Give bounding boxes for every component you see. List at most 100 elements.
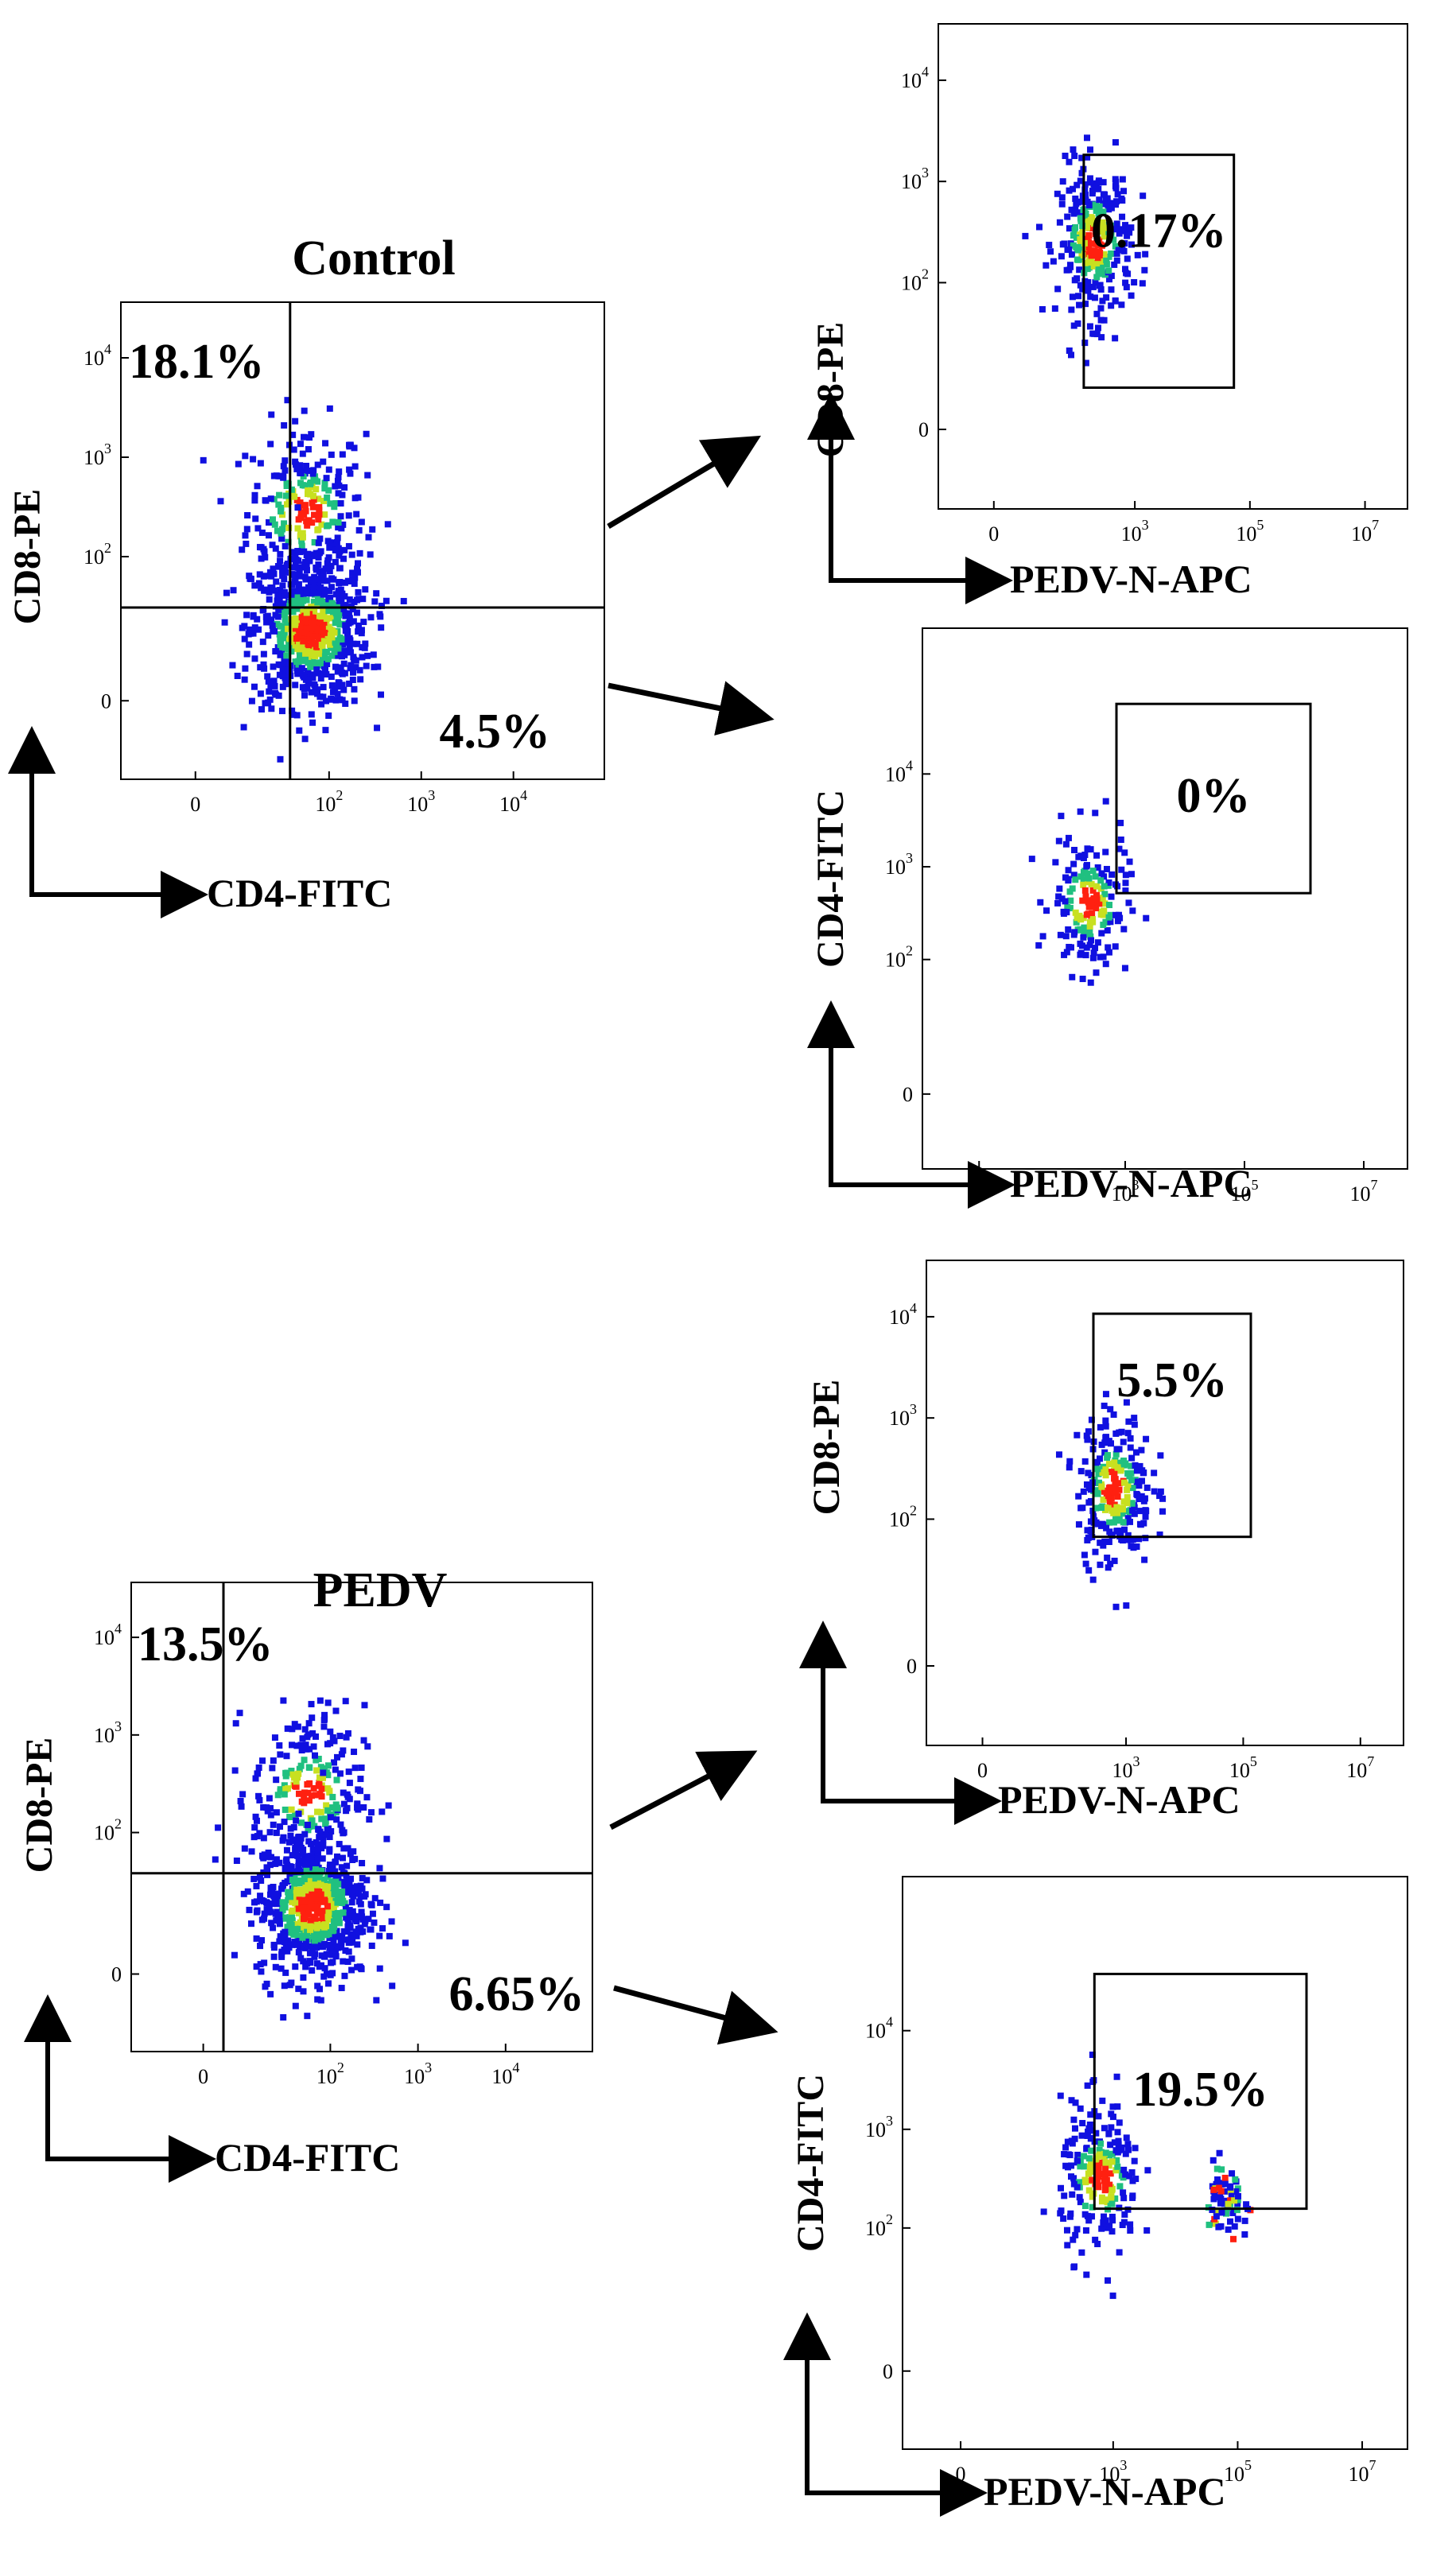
control_cd8_gate-event-point	[1100, 200, 1107, 208]
control_cd8_gate-event-point	[1121, 240, 1128, 247]
pedv_main-event-point	[349, 1931, 356, 1938]
control_main-event-point	[315, 539, 322, 546]
pedv_cd8_gate-event-point	[1118, 1459, 1125, 1466]
control_main-event-point	[234, 672, 241, 679]
control_cd8_gate-event-point	[1097, 281, 1104, 289]
control_cd8_gate-event-point	[1076, 301, 1083, 309]
control_cd8_gate-event-point	[1070, 210, 1077, 217]
control_main-event-point	[328, 600, 336, 607]
pedv_cd4_gate-event-point	[1122, 2150, 1129, 2157]
pedv_main-event-point	[302, 1860, 309, 1867]
pedv_main-event-point	[286, 1918, 293, 1925]
control_main-event-point	[316, 503, 323, 511]
pedv_main-event-point	[297, 1839, 304, 1846]
control_main-event-point	[344, 577, 351, 584]
pedv_cd8_gate-event-point	[1107, 1440, 1114, 1447]
pedv_main-y-tick-label: 102	[94, 1816, 122, 1845]
pedv_main-event-point	[273, 1809, 280, 1816]
pedv_cd4_gate-event-point	[1209, 2157, 1217, 2164]
pedv_cd4_gate-event-point	[1221, 2180, 1229, 2188]
pedv_cd8_gate-event-point	[1105, 1493, 1112, 1500]
control_cd8_gate-event-point	[1128, 241, 1135, 248]
control_main-event-point	[298, 629, 305, 636]
pedv_main-event-point	[329, 1793, 336, 1800]
pedv_main-event-point	[253, 1908, 260, 1916]
control_cd4_gate-event-point	[1079, 926, 1086, 934]
pedv_main-event-point	[323, 1802, 330, 1809]
pedv_main-event-point	[314, 1845, 321, 1852]
control_main-event-point	[350, 669, 357, 676]
control_main-event-point	[297, 619, 304, 627]
control_cd4_gate-event-point	[1076, 926, 1083, 934]
control_main-event-point	[318, 670, 325, 677]
control_main-event-point	[336, 468, 343, 476]
pedv_cd8_gate-event-point	[1136, 1462, 1143, 1469]
control_main-event-point	[260, 573, 267, 580]
control_cd8_gate-event-point	[1072, 195, 1079, 202]
pedv_cd8_gate-event-point	[1087, 1486, 1094, 1493]
control_cd8_gate-event-point	[1083, 224, 1090, 231]
control_cd4_gate-event-point	[1104, 926, 1111, 934]
pedv_cd4_gate-event-point	[1064, 2242, 1071, 2249]
pedv_cd4_gate-event-point	[1114, 2129, 1121, 2136]
control_main-event-point	[340, 660, 347, 667]
pedv_cd4_gate-event-point	[1068, 2097, 1075, 2104]
pedv_main-event-point	[317, 1808, 324, 1815]
control_main-event-point	[283, 622, 290, 629]
control_main-event-point	[360, 619, 367, 626]
pedv_main-event-point	[305, 1720, 313, 1727]
control_main-event-point	[324, 577, 331, 584]
pedv_main-event-point	[324, 1913, 332, 1920]
control_main-event-point	[304, 522, 311, 529]
control_cd4_gate-event-point	[1072, 876, 1079, 883]
control_cd4_gate-event-point	[1121, 965, 1128, 972]
pedv_cd4_gate-event-point	[1109, 2213, 1116, 2220]
pedv_main-event-point	[342, 1904, 349, 1911]
control_main-event-point	[337, 513, 344, 520]
pedv_main-event-point	[273, 1856, 280, 1863]
pedv_cd4_gate-event-point	[1214, 2176, 1221, 2184]
control_cd8_gate-event-point	[1095, 205, 1102, 212]
control_main-event-point	[327, 500, 334, 507]
control_cd4_gate-event-point	[1143, 914, 1150, 922]
pedv_cd4_gate-event-point	[1108, 2124, 1115, 2131]
control_main-event-point	[339, 491, 346, 499]
control_main-y-axis-label: CD8-PE	[6, 489, 49, 625]
pedv_main-event-point	[278, 1965, 285, 1972]
control_main-event-point	[321, 511, 328, 518]
pedv_main-event-point	[314, 1849, 321, 1856]
control_main-event-point	[297, 469, 304, 476]
control_main-event-point	[241, 635, 248, 643]
pedv_cd4_gate-event-point	[1109, 2217, 1116, 2224]
pedv_cd8_gate-event-point	[1141, 1556, 1148, 1563]
control_main-event-point	[264, 612, 271, 619]
pedv_main-event-point	[299, 1924, 306, 1931]
control_main-event-point	[282, 569, 289, 576]
control_cd8_gate-event-point	[1112, 335, 1119, 342]
pedv_cd4_gate-event-point	[1126, 2172, 1133, 2180]
pedv_main-event-point	[346, 1907, 353, 1914]
control_main-event-point	[278, 535, 285, 542]
control_cd4_gate-event-point	[1065, 926, 1072, 933]
control_cd4_gate-event-point	[1073, 918, 1080, 926]
pedv_main-event-point	[256, 1796, 263, 1803]
control_main-event-point	[313, 564, 320, 571]
pedv_main-event-point	[318, 1867, 325, 1874]
pedv_cd4_gate-event-point	[1096, 2146, 1103, 2153]
pedv_main-event-point	[296, 1897, 303, 1904]
control_main-event-point	[240, 724, 247, 731]
control_main-event-point	[331, 629, 338, 636]
control_main-event-point	[317, 596, 324, 604]
control_main-event-point	[313, 650, 320, 658]
pedv_cd8_gate-event-point	[1099, 1520, 1106, 1528]
control_cd8_gate-event-point	[1097, 241, 1104, 248]
pedv_main-quadrant-label-lower-right: 6.65%	[449, 1967, 585, 2021]
pedv_main-event-point	[253, 1963, 260, 1970]
pedv_cd8_gate-event-point	[1075, 1521, 1082, 1528]
control_cd4_gate-event-point	[1097, 877, 1105, 884]
pedv_cd4_gate-event-point	[1066, 2152, 1074, 2159]
pedv_cd4_gate-event-point	[1216, 2184, 1223, 2192]
control_main-event-point	[365, 534, 372, 541]
pedv_main-event-point	[305, 1789, 312, 1796]
pedv_main-event-point	[302, 1938, 309, 1945]
